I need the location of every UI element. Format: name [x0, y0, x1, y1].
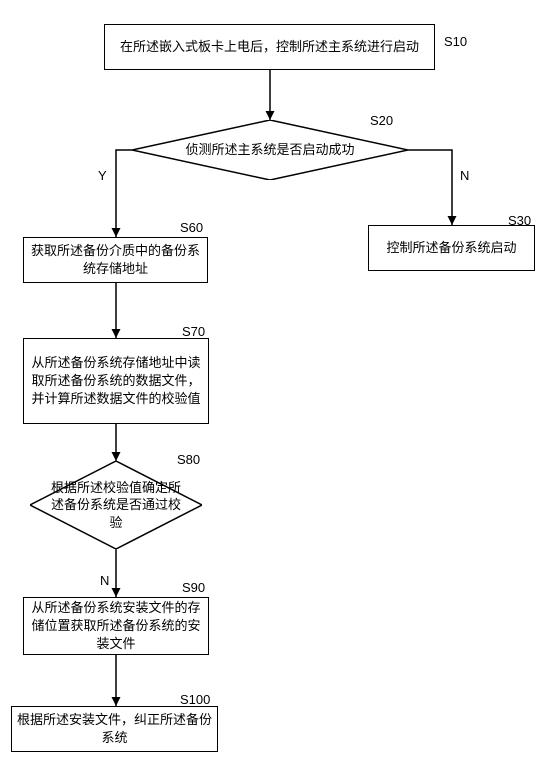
step-label-s20: S20 [370, 113, 393, 128]
node-s20-text: 侦测所述主系统是否启动成功 [167, 141, 372, 159]
node-s100-text: 根据所述安装文件，纠正所述备份系统 [16, 711, 213, 747]
node-s60: 获取所述备份介质中的备份系统存储地址 [23, 237, 208, 283]
node-s20: 侦测所述主系统是否启动成功 [132, 120, 408, 180]
e-s20-s60-label: Y [98, 168, 107, 183]
node-s10-text: 在所述嵌入式板卡上电后，控制所述主系统进行启动 [120, 38, 419, 56]
e-s20-s30-label: N [460, 168, 469, 183]
node-s10: 在所述嵌入式板卡上电后，控制所述主系统进行启动 [104, 24, 435, 70]
e-s20-s30 [408, 150, 452, 225]
node-s90: 从所述备份系统安装文件的存储位置获取所述备份系统的安装文件 [23, 597, 209, 655]
node-s90-text: 从所述备份系统安装文件的存储位置获取所述备份系统的安装文件 [28, 599, 204, 654]
step-label-s90: S90 [182, 580, 205, 595]
node-s70-text: 从所述备份系统存储地址中读取所述备份系统的数据文件，并计算所述数据文件的校验值 [28, 354, 204, 409]
step-label-s30: S30 [508, 213, 531, 228]
e-s80-s90-label: N [100, 573, 109, 588]
node-s30: 控制所述备份系统启动 [368, 225, 535, 271]
node-s30-text: 控制所述备份系统启动 [386, 239, 516, 257]
node-s70: 从所述备份系统存储地址中读取所述备份系统的数据文件，并计算所述数据文件的校验值 [23, 338, 209, 424]
node-s80: 根据所述校验值确定所述备份系统是否通过校验 [30, 461, 202, 549]
step-label-s100: S100 [180, 692, 210, 707]
node-s100: 根据所述安装文件，纠正所述备份系统 [11, 706, 218, 752]
step-label-s80: S80 [177, 452, 200, 467]
step-label-s10: S10 [444, 34, 467, 49]
node-s60-text: 获取所述备份介质中的备份系统存储地址 [28, 242, 203, 278]
e-s20-s60 [116, 150, 132, 237]
node-s80-text: 根据所述校验值确定所述备份系统是否通过校验 [30, 479, 202, 532]
step-label-s60: S60 [180, 220, 203, 235]
step-label-s70: S70 [182, 324, 205, 339]
